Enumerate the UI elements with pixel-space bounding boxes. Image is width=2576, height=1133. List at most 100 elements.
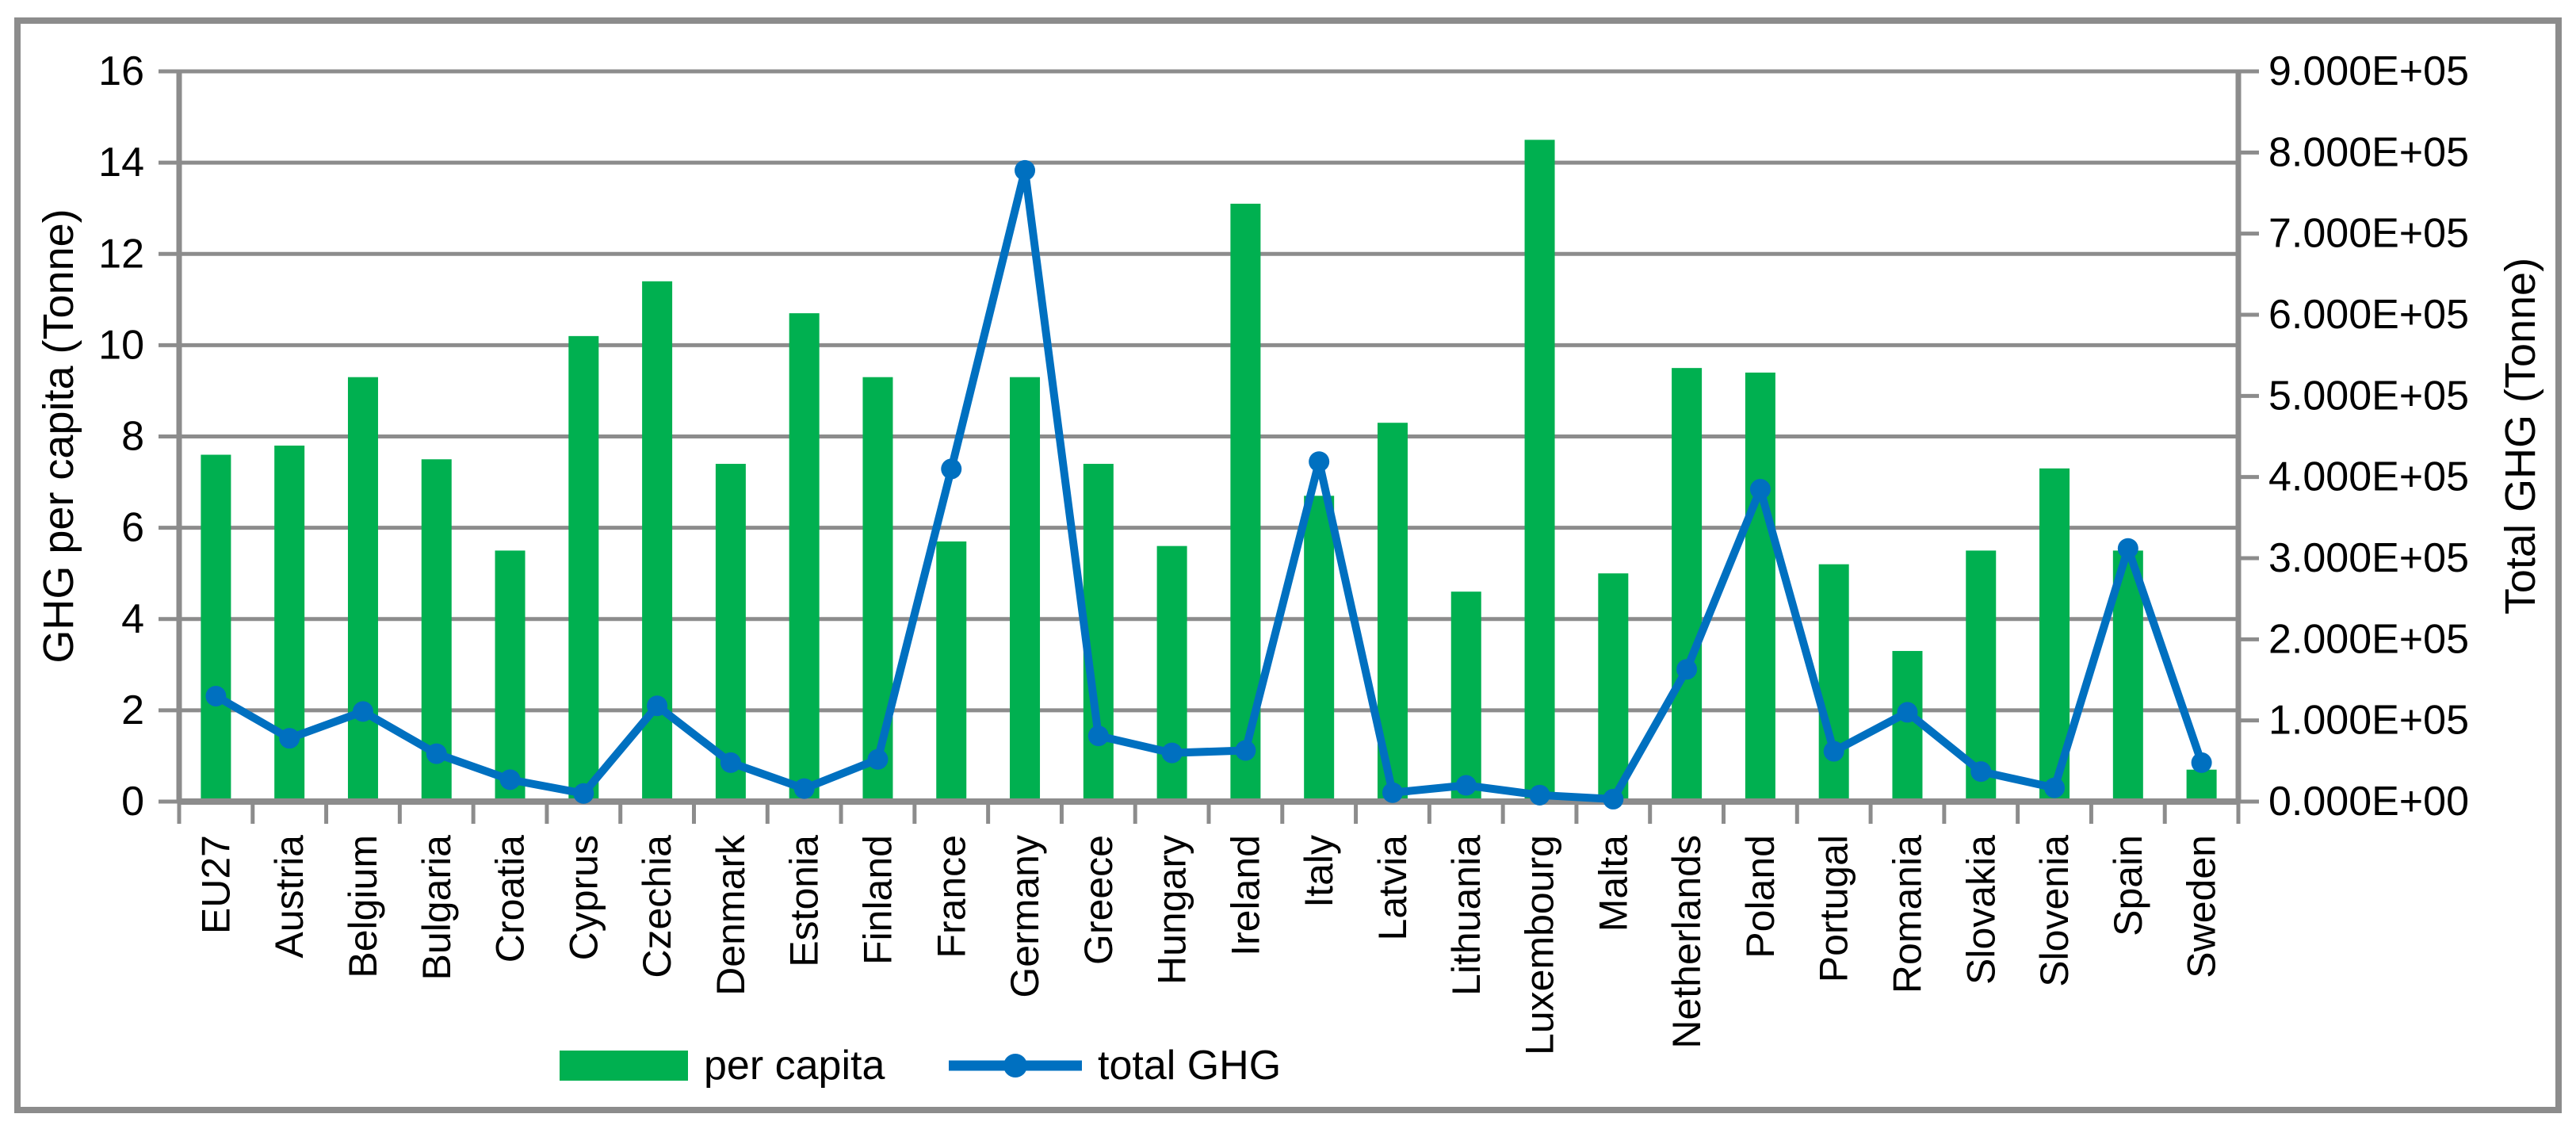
left-axis-tick-label: 16 <box>98 48 144 94</box>
line-point-marker <box>2191 752 2212 773</box>
bar <box>1672 368 1703 802</box>
category-label: Finland <box>855 835 900 965</box>
bar <box>1156 545 1187 802</box>
left-axis-tick-label: 14 <box>98 140 144 186</box>
line-point-marker <box>1897 702 1918 723</box>
bar <box>715 464 746 802</box>
category-label: Italy <box>1297 835 1341 908</box>
bar <box>1450 591 1481 802</box>
bar <box>1304 496 1335 802</box>
category-label: Hungary <box>1150 835 1194 985</box>
category-label: Belgium <box>341 835 385 978</box>
line-point-marker <box>941 458 962 480</box>
category-label: Portugal <box>1812 835 1856 982</box>
legend-line-label: total GHG <box>1098 1043 1281 1089</box>
line-point-marker <box>1087 725 1109 747</box>
right-axis-tick-label: 2.000E+05 <box>2268 616 2469 662</box>
right-axis-tick-label: 0.000E+00 <box>2268 779 2469 825</box>
bar <box>1892 651 1923 802</box>
category-label: Estonia <box>782 835 827 967</box>
right-axis-tick-label: 7.000E+05 <box>2268 211 2469 257</box>
bar <box>201 454 231 802</box>
bar-series-per-capita <box>201 140 2217 802</box>
category-label: Sweden <box>2180 835 2224 978</box>
category-label: Cyprus <box>561 835 606 960</box>
line-point-marker <box>279 728 300 749</box>
right-axis-title: Total GHG (Tonne) <box>2497 258 2544 614</box>
category-label: Greece <box>1076 835 1121 965</box>
line-point-marker <box>1309 451 1330 473</box>
legend-bar-swatch <box>560 1051 688 1081</box>
category-label: Latvia <box>1370 835 1415 941</box>
line-point-marker <box>2044 777 2066 798</box>
legend-bar-label: per capita <box>704 1043 885 1089</box>
category-label: Romania <box>1885 835 1929 993</box>
bar <box>2186 769 2217 802</box>
category-label: Luxembourg <box>1518 835 1562 1055</box>
line-point-marker <box>499 769 521 790</box>
category-label: Austria <box>267 835 311 959</box>
right-axis-tick-labels: 0.000E+00 1.000E+05 2.000E+05 3.000E+05 4.00… <box>2268 48 2469 825</box>
line-point-marker <box>1529 784 1550 806</box>
bar <box>789 313 820 802</box>
category-label: Czechia <box>635 835 679 978</box>
left-axis-tick-label: 12 <box>98 231 144 277</box>
right-axis-tick-label: 5.000E+05 <box>2268 373 2469 419</box>
category-label: EU27 <box>193 835 238 934</box>
right-axis-tick-label: 4.000E+05 <box>2268 454 2469 500</box>
category-label: Lithuania <box>1444 835 1489 996</box>
line-point-marker <box>426 743 447 764</box>
line-point-marker <box>1749 479 1771 500</box>
category-label: Spain <box>2106 835 2150 936</box>
category-label: Slovakia <box>1959 835 2003 985</box>
line-point-marker <box>573 783 594 804</box>
line-point-marker <box>352 701 373 722</box>
left-axis-tick-labels: 0 2 4 6 8 10 12 14 16 <box>98 48 144 825</box>
line-point-marker <box>720 752 741 773</box>
right-axis-tick-label: 9.000E+05 <box>2268 48 2469 94</box>
category-label: Slovenia <box>2032 835 2077 987</box>
right-axis-tick-label: 8.000E+05 <box>2268 129 2469 175</box>
legend: per capita total GHG <box>560 1043 1281 1089</box>
category-label: Ireland <box>1223 835 1267 956</box>
category-label: Poland <box>1738 835 1783 959</box>
bar <box>495 550 526 802</box>
bar <box>862 377 893 802</box>
line-point-marker <box>647 695 668 717</box>
bar <box>1745 372 1775 802</box>
bar <box>936 541 967 802</box>
line-point-marker <box>1382 782 1403 803</box>
line-point-marker <box>1823 741 1844 762</box>
left-axis-tick-label: 6 <box>121 505 144 551</box>
figure-border <box>14 17 2562 1113</box>
line-point-marker <box>1603 788 1624 810</box>
right-axis-tick-label: 6.000E+05 <box>2268 292 2469 338</box>
category-axis-labels: EU27 Austria Belgium Bulgaria Croatia Cyprus C… <box>193 834 2223 1055</box>
category-label: Malta <box>1591 835 1635 932</box>
category-label: Bulgaria <box>415 835 459 981</box>
line-point-marker <box>1235 740 1256 761</box>
line-series-total-ghg <box>205 159 2212 810</box>
left-axis-tick-label: 0 <box>121 779 144 825</box>
bar <box>568 335 599 802</box>
left-axis-tick-label: 4 <box>121 596 144 642</box>
category-label: Germany <box>1003 835 1047 998</box>
bar <box>1818 564 1849 802</box>
line-point-marker <box>793 778 815 799</box>
left-axis-title: GHG per capita (Tonne) <box>35 209 82 663</box>
line-point-marker <box>205 685 227 706</box>
line-point-marker <box>1455 775 1477 796</box>
line-point-marker <box>1161 742 1183 764</box>
legend-line-marker-icon <box>1003 1054 1027 1077</box>
line-point-marker <box>1970 761 1992 783</box>
bar <box>347 377 378 802</box>
line-point-marker <box>867 748 889 770</box>
right-axis-tick-label: 1.000E+05 <box>2268 698 2469 744</box>
total-ghg-line <box>212 166 2206 803</box>
category-label: France <box>929 835 973 959</box>
bar <box>1524 140 1555 802</box>
right-axis-tick-label: 3.000E+05 <box>2268 535 2469 581</box>
left-axis-tick-label: 8 <box>121 414 144 460</box>
